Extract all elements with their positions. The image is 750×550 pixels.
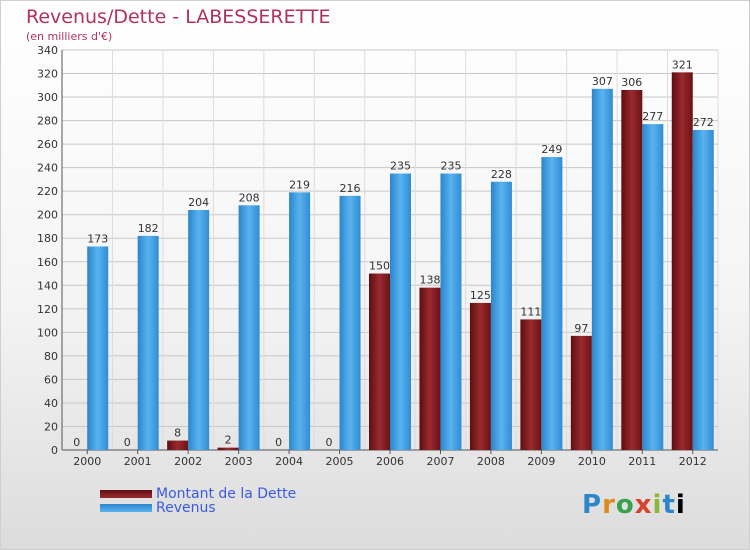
bar-revenus-2010 <box>591 88 613 450</box>
data-label-revenus-2005: 216 <box>340 182 361 195</box>
legend-label-revenus: Revenus <box>156 500 216 516</box>
y-tick-label: 300 <box>37 91 58 104</box>
data-label-revenus-2012: 272 <box>693 116 714 129</box>
y-tick-label: 60 <box>44 373 58 386</box>
bar-revenus-2005 <box>339 195 361 450</box>
bar-debt-2009 <box>520 319 542 450</box>
bar-revenus-2008 <box>490 181 512 450</box>
data-label-debt-2001: 0 <box>124 436 131 449</box>
data-label-debt-2009: 111 <box>520 305 541 318</box>
x-tick-label-2007: 2007 <box>426 455 454 468</box>
data-label-debt-2012: 321 <box>672 58 693 71</box>
bar-revenus-2000 <box>87 246 109 450</box>
bars <box>87 72 714 451</box>
x-tick-label-2009: 2009 <box>527 455 555 468</box>
y-tick-label: 320 <box>37 68 58 81</box>
bar-debt-2003 <box>217 447 239 450</box>
bar-revenus-2006 <box>390 173 411 450</box>
chart-subtitle: (en milliers d'€) <box>26 30 113 43</box>
data-label-revenus-2001: 182 <box>138 222 159 235</box>
x-tick-label-2004: 2004 <box>275 455 303 468</box>
y-tick-label: 340 <box>37 44 58 57</box>
x-tick-label-2003: 2003 <box>225 455 253 468</box>
bar-revenus-2007 <box>440 173 462 450</box>
bar-revenus-2003 <box>238 205 260 450</box>
y-tick-label: 120 <box>37 303 58 316</box>
data-labels: 0 173 0 182 8 204 2 208 0 219 0 216 150 235 138 235 125 2… <box>73 58 714 449</box>
x-tick-label-2012: 2012 <box>679 455 707 468</box>
y-tick-label: 180 <box>37 232 58 245</box>
y-tick-label: 200 <box>37 209 58 222</box>
y-tick-label: 100 <box>37 326 58 339</box>
bar-debt-2007 <box>419 287 441 450</box>
x-tick-label-2011: 2011 <box>628 455 656 468</box>
proxiti-logo: Proxiti <box>582 490 686 520</box>
bar-debt-2012 <box>671 72 693 451</box>
bar-revenus-2009 <box>541 157 563 450</box>
data-label-debt-2000: 0 <box>73 436 80 449</box>
data-label-revenus-2010: 307 <box>592 75 613 88</box>
x-tick-label-2008: 2008 <box>477 455 505 468</box>
data-label-debt-2002: 8 <box>174 427 181 440</box>
y-tick-label: 260 <box>37 138 58 151</box>
data-label-revenus-2002: 204 <box>188 196 209 209</box>
data-label-revenus-2011: 277 <box>642 110 663 123</box>
x-tick-label-2005: 2005 <box>326 455 354 468</box>
y-tick-label: 80 <box>44 350 58 363</box>
x-tick-label-2006: 2006 <box>376 455 404 468</box>
x-tick-label-2002: 2002 <box>174 455 202 468</box>
legend-swatch-debt <box>100 490 152 498</box>
data-label-debt-2007: 138 <box>419 274 440 287</box>
data-label-debt-2008: 125 <box>470 289 491 302</box>
y-tick-label: 140 <box>37 279 58 292</box>
x-tick-label-2000: 2000 <box>73 455 101 468</box>
bar-revenus-2012 <box>692 130 714 450</box>
y-tick-label: 160 <box>37 256 58 269</box>
bar-revenus-2011 <box>642 124 664 450</box>
data-label-revenus-2003: 208 <box>239 191 260 204</box>
data-label-debt-2005: 0 <box>326 436 333 449</box>
legend-label-debt: Montant de la Dette <box>156 486 297 502</box>
data-label-debt-2010: 97 <box>574 322 588 335</box>
bar-debt-2006 <box>369 273 390 450</box>
bar-revenus-2002 <box>188 210 210 450</box>
data-label-revenus-2008: 228 <box>491 168 512 181</box>
data-label-revenus-2006: 235 <box>390 160 411 173</box>
y-tick-label: 220 <box>37 185 58 198</box>
y-tick-label: 0 <box>51 444 58 457</box>
data-label-revenus-2009: 249 <box>541 143 562 156</box>
bar-debt-2002 <box>167 440 189 450</box>
bar-debt-2011 <box>621 90 643 450</box>
data-label-debt-2011: 306 <box>621 76 642 89</box>
y-tick-label: 20 <box>44 420 58 433</box>
data-label-debt-2003: 2 <box>225 434 232 447</box>
data-label-debt-2006: 150 <box>369 260 390 273</box>
legend-swatch-revenus <box>100 504 152 512</box>
x-tick-label-2010: 2010 <box>578 455 606 468</box>
bar-debt-2008 <box>469 302 491 450</box>
y-tick-label: 240 <box>37 162 58 175</box>
y-tick-label: 280 <box>37 115 58 128</box>
data-label-revenus-2004: 219 <box>289 178 310 191</box>
y-tick-label: 40 <box>44 397 58 410</box>
bar-revenus-2001 <box>137 235 159 450</box>
data-label-debt-2004: 0 <box>275 436 282 449</box>
bar-revenus-2004 <box>289 192 311 450</box>
x-tick-label-2001: 2001 <box>124 455 152 468</box>
chart-title: Revenus/Dette - LABESSERETTE <box>26 6 331 28</box>
bar-debt-2010 <box>570 335 592 450</box>
data-label-revenus-2000: 173 <box>87 232 108 245</box>
data-label-revenus-2007: 235 <box>440 160 461 173</box>
